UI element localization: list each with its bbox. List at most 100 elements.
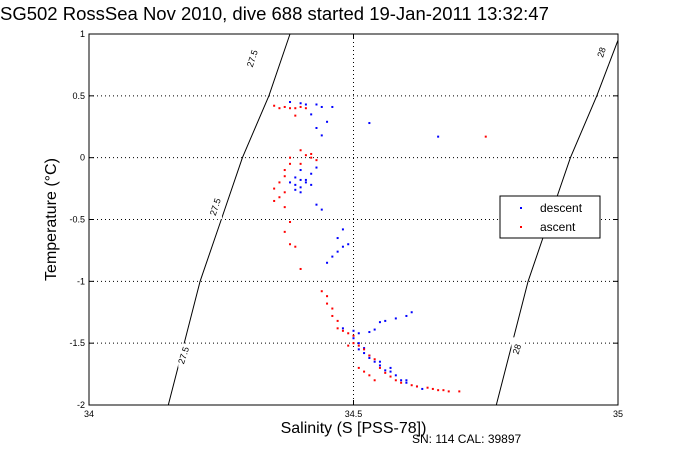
contour-label-bg	[209, 195, 222, 220]
ascent-point	[273, 199, 276, 202]
x-tick-label: 35	[613, 409, 623, 419]
ascent-point	[415, 385, 418, 388]
ascent-point	[484, 135, 487, 138]
legend-box	[499, 195, 601, 239]
descent-point	[378, 364, 381, 367]
ascent-point	[283, 169, 286, 172]
x-tick-label: 34.5	[345, 409, 363, 419]
ascent-point	[442, 389, 445, 392]
descent-point	[299, 102, 302, 105]
density-contour-line	[167, 33, 291, 406]
descent-point	[384, 319, 387, 322]
ascent-point	[352, 334, 355, 337]
ascent-point	[294, 245, 297, 248]
ascent-point	[363, 370, 366, 373]
ascent-point	[336, 327, 339, 330]
ascent-point	[304, 154, 307, 157]
descent-point	[315, 126, 318, 129]
descent-point	[352, 337, 355, 340]
ascent-point	[363, 348, 366, 351]
descent-point	[315, 203, 318, 206]
ascent-point	[299, 149, 302, 152]
ascent-point	[283, 105, 286, 108]
ascent-point	[320, 290, 323, 293]
ascent-point	[336, 319, 339, 322]
contour-label-bg	[246, 46, 259, 71]
ascent-point	[289, 156, 292, 159]
descent-point	[299, 191, 302, 194]
descent-point	[326, 120, 329, 123]
descent-point	[368, 331, 371, 334]
ascent-point	[357, 366, 360, 369]
chart-title: SG502 RossSea Nov 2010, dive 688 started…	[0, 3, 549, 24]
legend-marker	[520, 207, 522, 209]
y-tick-label: -1.5	[69, 338, 85, 348]
ascent-point	[447, 390, 450, 393]
descent-point	[373, 328, 376, 331]
descent-point	[405, 379, 408, 382]
legend-label: descent	[540, 201, 583, 215]
legend-label: ascent	[540, 220, 576, 234]
descent-point	[304, 103, 307, 106]
descent-point	[373, 360, 376, 363]
descent-point	[336, 250, 339, 253]
ascent-point	[384, 371, 387, 374]
ascent-point	[378, 366, 381, 369]
descent-point	[310, 172, 313, 175]
ascent-point	[310, 156, 313, 159]
descent-point	[389, 370, 392, 373]
ascent-point	[341, 329, 344, 332]
descent-point	[347, 243, 350, 246]
ascent-point	[389, 375, 392, 378]
contour-label-bg	[178, 343, 191, 368]
descent-point	[352, 329, 355, 332]
descent-point	[400, 379, 403, 382]
ascent-point	[283, 206, 286, 209]
ascent-point	[347, 344, 350, 347]
y-tick-label: 0	[80, 153, 85, 163]
contour-label-bg	[511, 337, 524, 362]
x-tick-label: 34	[84, 409, 94, 419]
descent-point	[394, 374, 397, 377]
ascent-point	[347, 332, 350, 335]
descent-point	[341, 245, 344, 248]
ascent-point	[394, 379, 397, 382]
descent-point	[378, 321, 381, 324]
descent-point	[410, 311, 413, 314]
contour-label: 28	[595, 46, 608, 59]
ascent-point	[278, 196, 281, 199]
descent-point	[310, 183, 313, 186]
ascent-point	[315, 159, 318, 162]
ascent-point	[326, 295, 329, 298]
ascent-point	[299, 267, 302, 270]
ascent-point	[437, 389, 440, 392]
ascent-point	[373, 379, 376, 382]
y-axis-label: Temperature (°C)	[43, 158, 60, 281]
descent-point	[341, 327, 344, 330]
descent-point	[384, 369, 387, 372]
contour-label-bg	[596, 40, 609, 65]
ascent-point	[458, 390, 461, 393]
descent-point	[320, 105, 323, 108]
legend-marker	[520, 226, 522, 228]
descent-point	[405, 314, 408, 317]
ascent-point	[294, 114, 297, 117]
ascent-point	[326, 302, 329, 305]
ascent-point	[304, 107, 307, 110]
descent-point	[299, 169, 302, 172]
descent-point	[389, 366, 392, 369]
descent-point	[304, 181, 307, 184]
descent-point	[421, 387, 424, 390]
descent-point	[299, 178, 302, 181]
descent-point	[326, 261, 329, 264]
descent-point	[299, 186, 302, 189]
contour-label: 28	[511, 343, 524, 356]
descent-point	[320, 208, 323, 211]
descent-point	[363, 352, 366, 355]
descent-point	[315, 166, 318, 169]
ascent-point	[431, 387, 434, 390]
y-tick-label: -0.5	[69, 215, 85, 225]
descent-point	[357, 342, 360, 345]
descent-point	[289, 181, 292, 184]
